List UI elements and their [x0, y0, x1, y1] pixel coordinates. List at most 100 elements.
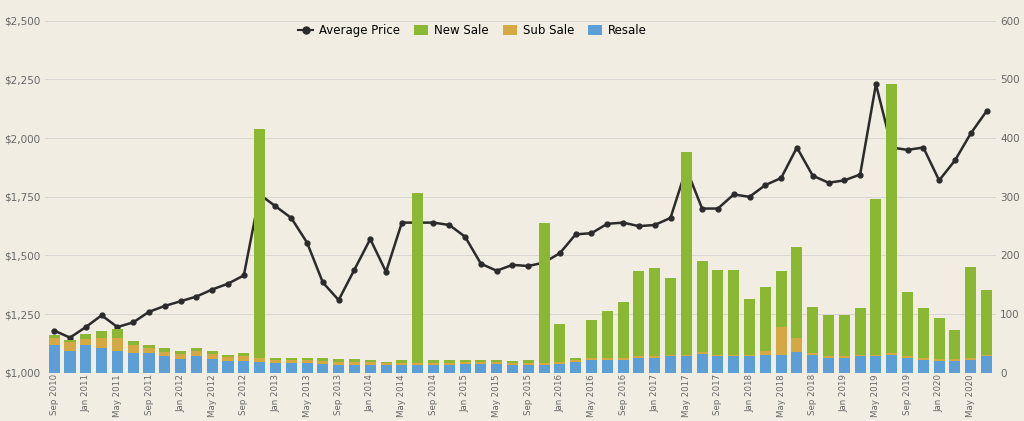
- Bar: [396, 365, 408, 373]
- Bar: [570, 357, 582, 360]
- Bar: [475, 360, 486, 362]
- Bar: [396, 360, 408, 363]
- Bar: [681, 354, 692, 357]
- Bar: [443, 365, 455, 373]
- Bar: [160, 352, 170, 357]
- Bar: [744, 299, 755, 354]
- Bar: [175, 351, 186, 354]
- Bar: [744, 354, 755, 357]
- Bar: [333, 365, 344, 373]
- Bar: [539, 365, 550, 373]
- Bar: [617, 360, 629, 373]
- Bar: [681, 357, 692, 373]
- Bar: [617, 358, 629, 360]
- Bar: [381, 365, 391, 373]
- Bar: [775, 271, 786, 327]
- Bar: [839, 357, 850, 358]
- Bar: [317, 361, 329, 364]
- Bar: [190, 357, 202, 373]
- Bar: [981, 290, 992, 354]
- Bar: [428, 363, 439, 365]
- Bar: [270, 358, 281, 360]
- Bar: [428, 365, 439, 373]
- Bar: [634, 358, 644, 373]
- Bar: [128, 354, 138, 373]
- Bar: [870, 357, 882, 373]
- Bar: [96, 348, 108, 373]
- Bar: [317, 358, 329, 361]
- Bar: [65, 342, 76, 351]
- Bar: [902, 292, 913, 357]
- Bar: [443, 360, 455, 363]
- Bar: [443, 363, 455, 365]
- Bar: [349, 360, 360, 362]
- Bar: [918, 358, 929, 360]
- Bar: [381, 363, 391, 365]
- Bar: [507, 363, 518, 365]
- Bar: [475, 364, 486, 373]
- Bar: [475, 362, 486, 364]
- Bar: [934, 318, 945, 360]
- Bar: [365, 362, 376, 365]
- Bar: [143, 345, 155, 348]
- Bar: [301, 360, 312, 363]
- Bar: [886, 354, 897, 355]
- Bar: [602, 360, 612, 373]
- Bar: [539, 363, 550, 365]
- Bar: [96, 330, 108, 338]
- Bar: [428, 360, 439, 363]
- Bar: [949, 330, 961, 360]
- Bar: [728, 269, 739, 354]
- Bar: [649, 268, 660, 357]
- Bar: [870, 199, 882, 354]
- Bar: [112, 351, 123, 373]
- Bar: [522, 360, 534, 363]
- Bar: [886, 84, 897, 354]
- Bar: [239, 357, 250, 361]
- Bar: [713, 357, 723, 373]
- Bar: [522, 363, 534, 365]
- Bar: [886, 355, 897, 373]
- Bar: [317, 364, 329, 373]
- Bar: [966, 358, 976, 360]
- Bar: [902, 358, 913, 373]
- Bar: [760, 355, 771, 373]
- Bar: [301, 357, 312, 360]
- Bar: [222, 354, 233, 357]
- Bar: [301, 363, 312, 373]
- Bar: [349, 365, 360, 373]
- Bar: [634, 271, 644, 357]
- Bar: [239, 361, 250, 373]
- Bar: [96, 338, 108, 348]
- Bar: [65, 351, 76, 373]
- Bar: [396, 363, 408, 365]
- Bar: [160, 357, 170, 373]
- Bar: [665, 357, 676, 373]
- Bar: [807, 355, 818, 373]
- Bar: [128, 341, 138, 345]
- Bar: [286, 363, 297, 373]
- Legend: Average Price, New Sale, Sub Sale, Resale: Average Price, New Sale, Sub Sale, Resal…: [294, 20, 652, 42]
- Bar: [412, 363, 423, 365]
- Bar: [902, 357, 913, 358]
- Bar: [49, 345, 59, 373]
- Bar: [80, 334, 91, 339]
- Bar: [617, 302, 629, 358]
- Bar: [760, 351, 771, 355]
- Bar: [586, 358, 597, 360]
- Bar: [570, 362, 582, 373]
- Bar: [65, 340, 76, 342]
- Bar: [823, 315, 835, 357]
- Bar: [412, 193, 423, 363]
- Bar: [570, 360, 582, 362]
- Bar: [160, 348, 170, 352]
- Bar: [190, 348, 202, 351]
- Bar: [507, 365, 518, 373]
- Bar: [143, 348, 155, 354]
- Bar: [190, 351, 202, 357]
- Bar: [839, 358, 850, 373]
- Bar: [981, 357, 992, 373]
- Bar: [207, 359, 218, 373]
- Bar: [966, 360, 976, 373]
- Bar: [49, 335, 59, 338]
